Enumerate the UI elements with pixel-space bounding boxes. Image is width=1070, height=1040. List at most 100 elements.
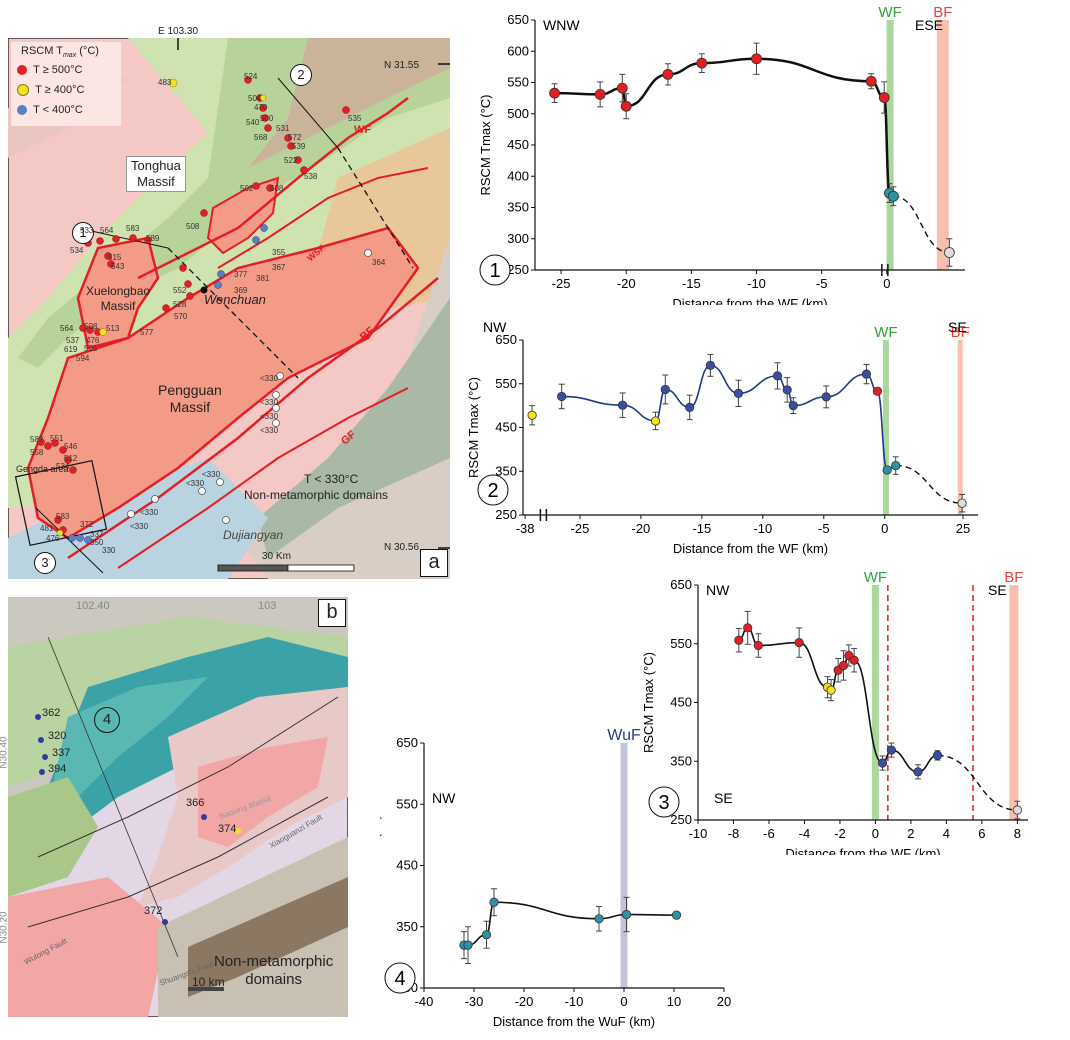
fault-band <box>886 20 894 270</box>
data-point <box>594 914 604 924</box>
map-b-nonmeta-2: domains <box>245 971 302 988</box>
data-point <box>957 498 967 508</box>
x-tick-label: 10 <box>667 994 681 1009</box>
y-tick-label: 650 <box>670 577 692 592</box>
x-axis-label: Distance from the WF (km) <box>785 846 940 855</box>
data-point <box>734 635 744 645</box>
map-a-lat-top: N 31.55 <box>384 60 420 71</box>
sample-label: 534 <box>56 462 70 471</box>
fault-band <box>620 743 628 988</box>
data-point <box>794 637 804 648</box>
sample-label: 543 <box>111 262 125 271</box>
legend-title-unit: (°C) <box>76 45 99 57</box>
direction-left: NW <box>706 582 730 598</box>
map-a-lat-bottom: N 30.56 <box>384 542 420 553</box>
data-point <box>891 460 901 471</box>
x-axis-label: Distance from the WuF (km) <box>493 1014 655 1029</box>
y-tick-label: 550 <box>507 75 529 90</box>
wf-map-label: WF <box>354 124 372 136</box>
x-tick-label: 0 <box>881 521 888 536</box>
data-point <box>705 360 715 370</box>
x-tick-label: 2 <box>907 826 914 841</box>
y-tick-label: 500 <box>507 106 529 121</box>
series-line-dashed <box>893 195 950 254</box>
data-point <box>751 53 762 65</box>
data-point <box>865 75 877 87</box>
data-point <box>838 660 849 671</box>
x-tick-label: -25 <box>571 521 590 536</box>
y-tick-label: 400 <box>507 168 529 183</box>
map-b-lon1: 102.40 <box>76 600 110 612</box>
legend-swatch-high <box>17 65 27 76</box>
data-point <box>527 410 537 420</box>
x-tick-label: -25 <box>552 276 571 291</box>
sample-label: 577 <box>140 328 154 337</box>
data-point <box>877 758 888 768</box>
x-tick-label: -6 <box>763 826 775 841</box>
direction-right: ESE <box>915 17 943 33</box>
sample-label: 337 <box>90 530 104 539</box>
sample-label: 537 <box>66 336 80 345</box>
data-point <box>913 767 923 777</box>
sample-label: <330 <box>186 479 205 488</box>
x-tick-label: 25 <box>956 521 970 536</box>
y-tick-label: 250 <box>495 507 517 522</box>
data-point <box>696 57 708 69</box>
sample-label: 476 <box>46 534 60 543</box>
x-tick-label: -30 <box>465 994 484 1009</box>
data-point <box>481 930 492 940</box>
panel-number-circle <box>648 786 680 818</box>
sample-label: 531 <box>276 124 290 133</box>
legend-item-low: T < 400°C <box>17 104 83 116</box>
nonmeta-label: Non-metamorphic domains <box>244 488 389 502</box>
legend-swatch-mid <box>17 84 29 97</box>
data-point <box>753 640 763 651</box>
map-b-transect-4: 4 <box>94 707 120 733</box>
tonghua-label: Tonghua Massif <box>126 156 186 192</box>
direction-right: SE <box>714 790 733 806</box>
map-b-sample-337: 337 <box>52 747 71 759</box>
panel-number-circle <box>477 474 509 506</box>
xuelongbao-label: Xuelongbao Massif <box>86 284 150 314</box>
y-tick-label: 450 <box>396 858 418 873</box>
sample-label: 540 <box>246 118 260 127</box>
x-tick-label: -20 <box>632 521 651 536</box>
sample-label: 483 <box>158 78 172 87</box>
sample-label: 508 <box>270 184 284 193</box>
y-tick-label: 650 <box>396 735 418 750</box>
series-line <box>554 57 894 198</box>
map-b-nonmeta: Non-metamorphic domains <box>214 953 333 989</box>
map-a-legend: RSCM Tmax (°C) T ≥ 500°C T ≥ 400°C T < 4… <box>11 42 121 126</box>
map-b-sample-394: 394 <box>48 763 67 775</box>
y-tick-label: 350 <box>495 463 517 478</box>
data-point <box>932 750 943 760</box>
x-tick-label: -15 <box>682 276 701 291</box>
map-b-lat2: N30.20 <box>0 911 10 944</box>
data-point <box>685 402 695 412</box>
scale-label: 30 Km <box>262 551 291 562</box>
y-tick-label: 250 <box>670 812 692 827</box>
pengguan-label: Pengguan Massif <box>158 382 222 416</box>
y-tick-label: 550 <box>495 376 517 391</box>
map-b-sample-362: 362 <box>42 707 61 719</box>
data-point <box>557 391 567 402</box>
x-tick-label: -5 <box>818 521 830 536</box>
xuelongbao-label-1: Xuelongbao <box>86 284 151 298</box>
x-axis-label: Distance from the WF (km) <box>672 296 827 305</box>
y-tick-label: 600 <box>507 43 529 58</box>
data-point <box>594 88 606 100</box>
data-point <box>743 623 753 633</box>
legend-item-high: T ≥ 500°C <box>17 64 82 76</box>
series-line <box>561 364 896 471</box>
direction-right: SE <box>988 582 1007 598</box>
sample-label: 350 <box>90 538 104 547</box>
panel-number: 4 <box>394 968 405 990</box>
sample-label: 568 <box>254 133 268 142</box>
fault-band <box>957 340 963 515</box>
x-tick-label: -20 <box>617 276 636 291</box>
sample-label: 481 <box>40 524 54 533</box>
sample-label: 551 <box>50 434 64 443</box>
sample-label: 589 <box>146 234 160 243</box>
y-axis-label: RSCM Tmax (°C) <box>466 377 481 478</box>
y-tick-label: 350 <box>670 753 692 768</box>
